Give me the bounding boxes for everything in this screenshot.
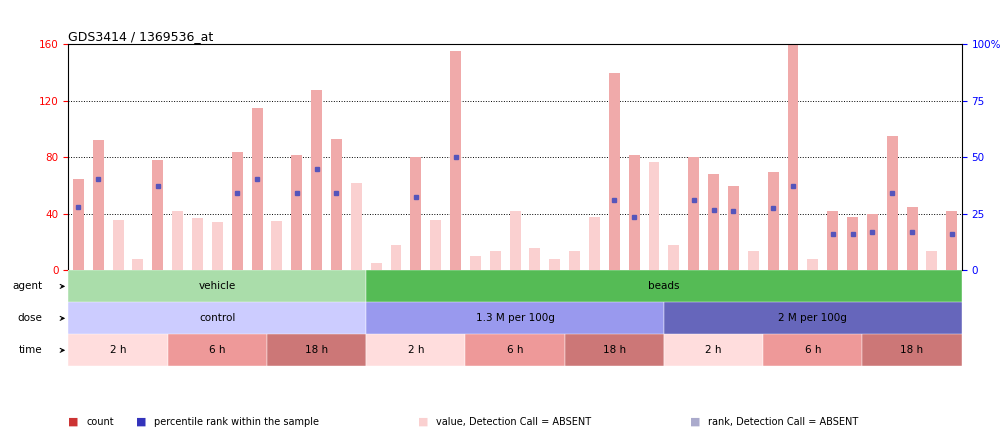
Text: 6 h: 6 h (209, 345, 226, 355)
Bar (267, 334, 367, 366)
Bar (489, 250, 500, 270)
Bar (73, 178, 84, 270)
Bar (664, 302, 962, 334)
Bar (569, 250, 580, 270)
Text: 2 h: 2 h (705, 345, 722, 355)
Text: ■: ■ (690, 417, 700, 427)
Bar (172, 211, 183, 270)
Text: agent: agent (12, 281, 42, 291)
Text: 2 h: 2 h (110, 345, 126, 355)
Text: time: time (19, 345, 42, 355)
Bar (628, 155, 639, 270)
Bar (68, 302, 367, 334)
Bar (867, 214, 878, 270)
Bar (847, 217, 858, 270)
Bar (291, 155, 302, 270)
Text: 1.3 M per 100g: 1.3 M per 100g (475, 313, 555, 323)
Bar (827, 211, 838, 270)
Text: vehicle: vehicle (198, 281, 236, 291)
Bar (411, 157, 421, 270)
Bar (609, 73, 619, 270)
Bar (906, 207, 917, 270)
Text: 2 M per 100g: 2 M per 100g (778, 313, 847, 323)
Text: GDS3414 / 1369536_at: GDS3414 / 1369536_at (68, 30, 213, 43)
Bar (68, 334, 168, 366)
Bar (465, 334, 565, 366)
Bar (808, 259, 819, 270)
Bar (926, 250, 938, 270)
Bar (450, 52, 461, 270)
Text: 18 h: 18 h (603, 345, 626, 355)
Bar (391, 245, 402, 270)
Bar (510, 211, 521, 270)
Bar (192, 218, 203, 270)
Bar (887, 136, 897, 270)
Bar (252, 108, 263, 270)
Bar (664, 334, 763, 366)
Bar (430, 219, 441, 270)
Bar (947, 211, 958, 270)
Bar (728, 186, 739, 270)
Text: ■: ■ (136, 417, 146, 427)
Text: ■: ■ (68, 417, 79, 427)
Bar (211, 222, 223, 270)
Text: 2 h: 2 h (408, 345, 424, 355)
Text: 6 h: 6 h (805, 345, 821, 355)
Bar (649, 162, 660, 270)
Bar (331, 139, 342, 270)
Bar (589, 217, 600, 270)
Bar (93, 140, 104, 270)
Bar (350, 183, 362, 270)
Text: beads: beads (649, 281, 680, 291)
Bar (113, 219, 124, 270)
Text: percentile rank within the sample: percentile rank within the sample (154, 417, 319, 427)
Bar (748, 250, 758, 270)
Bar (311, 90, 322, 270)
Bar (862, 334, 962, 366)
Text: dose: dose (18, 313, 42, 323)
Text: ■: ■ (418, 417, 428, 427)
Bar (367, 334, 465, 366)
Bar (550, 259, 560, 270)
Text: 18 h: 18 h (305, 345, 328, 355)
Text: count: count (87, 417, 114, 427)
Bar (767, 171, 778, 270)
Text: 18 h: 18 h (900, 345, 923, 355)
Bar (272, 221, 282, 270)
Bar (530, 248, 541, 270)
Bar (763, 334, 862, 366)
Bar (787, 37, 799, 270)
Bar (133, 259, 143, 270)
Bar (168, 334, 267, 366)
Text: value, Detection Call = ABSENT: value, Detection Call = ABSENT (436, 417, 591, 427)
Text: control: control (199, 313, 236, 323)
Bar (367, 302, 664, 334)
Bar (68, 270, 367, 302)
Bar (470, 256, 480, 270)
Bar (367, 270, 962, 302)
Bar (565, 334, 664, 366)
Bar (152, 160, 163, 270)
Text: 6 h: 6 h (507, 345, 524, 355)
Bar (232, 152, 243, 270)
Text: rank, Detection Call = ABSENT: rank, Detection Call = ABSENT (708, 417, 858, 427)
Bar (708, 174, 719, 270)
Bar (669, 245, 680, 270)
Bar (688, 157, 699, 270)
Bar (371, 263, 382, 270)
